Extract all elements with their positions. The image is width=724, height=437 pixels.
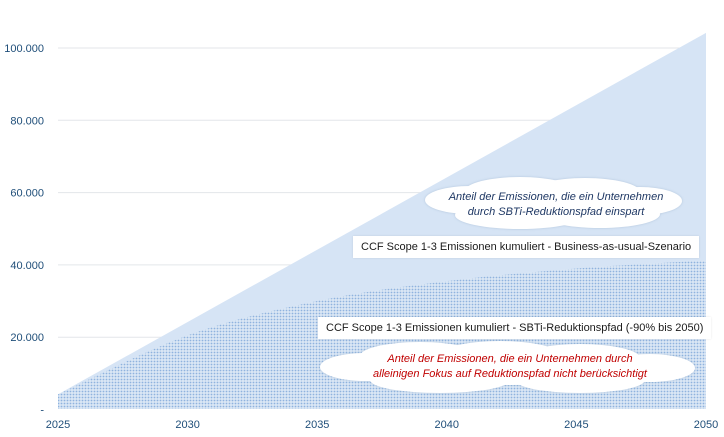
annotation-savings: Anteil der Emissionen, die ein Unternehm… xyxy=(440,190,672,220)
x-axis: 2025 2030 2035 2040 2045 2050 xyxy=(46,419,718,431)
annotation-not-considered-line2: alleinigen Fokus auf Reduktionspfad nich… xyxy=(373,368,647,380)
legend-sbti: CCF Scope 1-3 Emissionen kumuliert - SBT… xyxy=(318,317,712,339)
annotation-not-considered: Anteil der Emissionen, die ein Unternehm… xyxy=(350,352,670,382)
legend-bau: CCF Scope 1-3 Emissionen kumuliert - Bus… xyxy=(353,236,700,258)
cloud-bottom xyxy=(320,341,695,393)
x-tick-label-2: 2035 xyxy=(305,419,329,431)
x-tick-label-0: 2025 xyxy=(46,419,70,431)
y-tick-label-4: 80.000 xyxy=(10,115,44,127)
x-tick-label-4: 2045 xyxy=(564,419,588,431)
cloud-top xyxy=(425,177,682,229)
x-tick-label-3: 2040 xyxy=(435,419,459,431)
annotation-not-considered-line1: Anteil der Emissionen, die ein Unternehm… xyxy=(387,353,633,365)
x-tick-label-1: 2030 xyxy=(175,419,199,431)
y-tick-label-5: 100.000 xyxy=(4,43,44,55)
annotation-savings-line1: Anteil der Emissionen, die ein Unternehm… xyxy=(448,191,664,203)
y-tick-label-3: 60.000 xyxy=(10,188,44,200)
annotation-savings-line2: durch SBTi-Reduktionspfad einspart xyxy=(467,206,645,218)
y-tick-label-0: - xyxy=(40,405,44,417)
clouds xyxy=(320,177,695,393)
y-tick-label-1: 20.000 xyxy=(10,332,44,344)
y-tick-label-2: 40.000 xyxy=(10,260,44,272)
y-axis: - 20.000 40.000 60.000 80.000 100.000 xyxy=(4,43,44,417)
x-tick-label-5: 2050 xyxy=(694,419,718,431)
